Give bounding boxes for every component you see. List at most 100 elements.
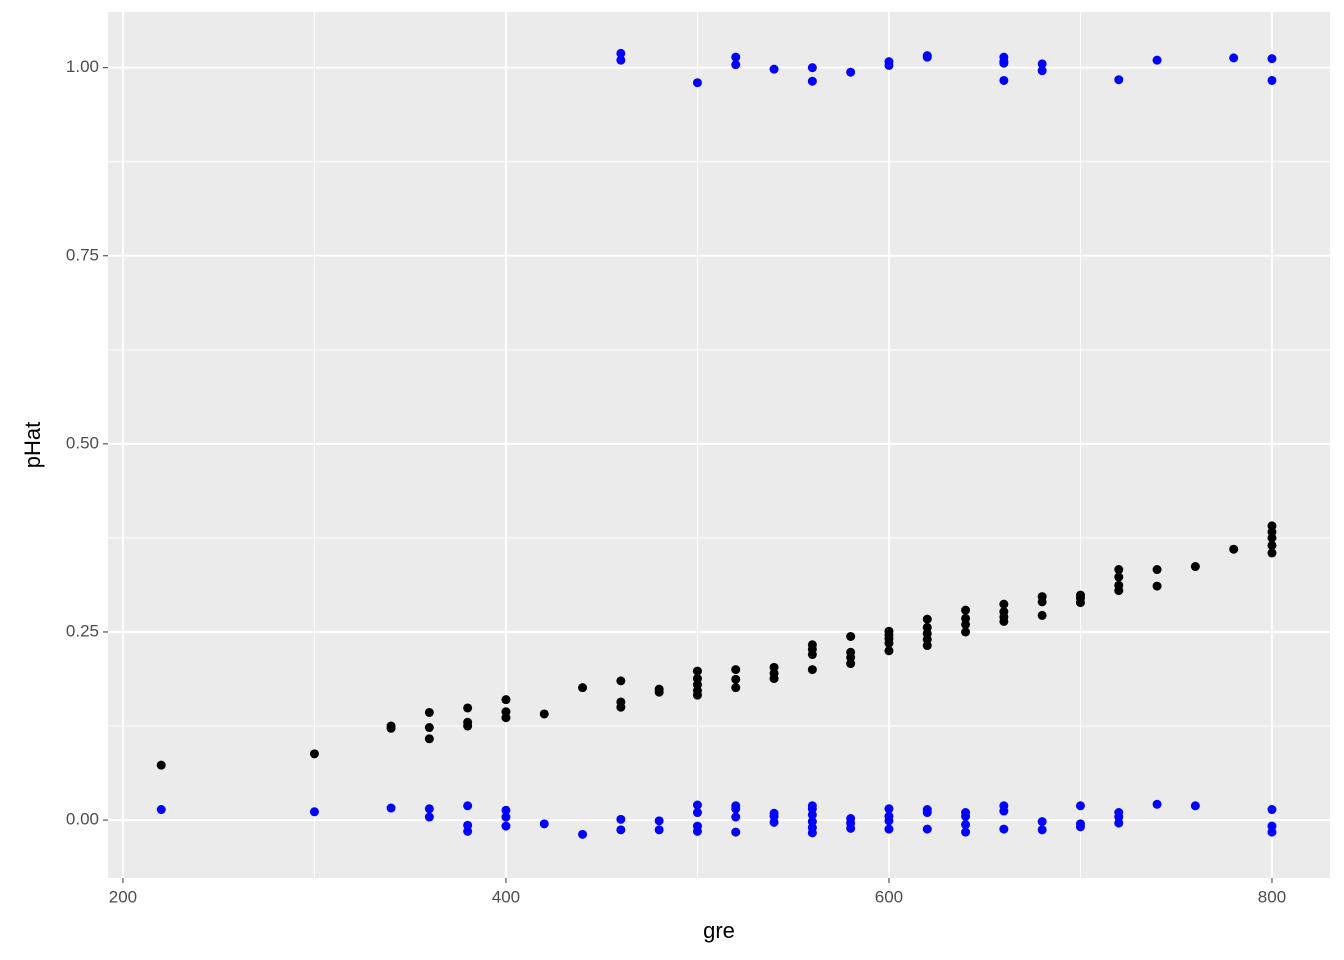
point — [463, 717, 473, 727]
point — [1190, 801, 1200, 811]
panel — [108, 12, 1330, 878]
point — [616, 55, 626, 65]
point — [539, 819, 549, 829]
point — [961, 627, 971, 637]
point — [884, 626, 894, 636]
point — [386, 803, 396, 813]
point — [501, 812, 511, 822]
point — [1190, 562, 1200, 572]
point — [463, 703, 473, 713]
point — [463, 801, 473, 811]
points — [156, 48, 1277, 839]
point — [501, 805, 511, 815]
point — [731, 60, 741, 70]
point — [922, 614, 932, 624]
y-axis-title: pHat — [20, 422, 45, 468]
point — [616, 676, 626, 686]
point — [1037, 592, 1047, 602]
y-tick-label: 0.50 — [66, 433, 99, 452]
point — [692, 666, 702, 676]
point — [846, 647, 856, 657]
point — [922, 824, 932, 834]
point — [769, 662, 779, 672]
point — [884, 824, 894, 834]
point — [1229, 53, 1239, 63]
point — [807, 810, 817, 820]
point — [1037, 66, 1047, 76]
point — [578, 829, 588, 839]
point — [692, 78, 702, 88]
point — [424, 707, 434, 717]
point — [1075, 590, 1085, 600]
point — [1037, 817, 1047, 827]
point — [999, 75, 1009, 85]
point — [386, 721, 396, 731]
point — [501, 821, 511, 831]
point — [501, 707, 511, 717]
point — [961, 811, 971, 821]
point — [1075, 822, 1085, 832]
point — [1114, 572, 1124, 582]
point — [807, 828, 817, 838]
x-tick-label: 600 — [875, 887, 903, 906]
point — [1114, 565, 1124, 575]
point — [1229, 544, 1239, 554]
point — [922, 808, 932, 818]
point — [884, 60, 894, 70]
x-axis-title: gre — [703, 918, 735, 943]
point — [769, 64, 779, 74]
point — [1037, 825, 1047, 835]
point — [1114, 818, 1124, 828]
point — [424, 723, 434, 733]
point — [616, 814, 626, 824]
point — [731, 827, 741, 837]
point — [424, 734, 434, 744]
point — [807, 640, 817, 650]
point — [731, 52, 741, 62]
point — [616, 697, 626, 707]
point — [1267, 540, 1277, 550]
point — [1114, 580, 1124, 590]
point — [1152, 581, 1162, 591]
point — [999, 599, 1009, 609]
point — [884, 816, 894, 826]
point — [616, 825, 626, 835]
x-tick-label: 800 — [1258, 887, 1286, 906]
point — [616, 48, 626, 58]
point — [1075, 801, 1085, 811]
point — [961, 613, 971, 623]
point — [654, 825, 664, 835]
x-tick-label: 200 — [109, 887, 137, 906]
point — [692, 674, 702, 684]
point — [961, 827, 971, 837]
point — [961, 605, 971, 615]
point — [156, 805, 166, 815]
point — [463, 826, 473, 836]
point — [807, 76, 817, 86]
point — [731, 674, 741, 684]
point — [884, 646, 894, 656]
point — [1152, 799, 1162, 809]
point — [846, 823, 856, 833]
point — [309, 749, 319, 759]
point — [539, 709, 549, 719]
point — [1152, 565, 1162, 575]
grid — [108, 12, 1330, 878]
y-tick-label: 1.00 — [66, 57, 99, 76]
point — [731, 665, 741, 675]
point — [1267, 805, 1277, 815]
point — [731, 804, 741, 814]
point — [1267, 521, 1277, 531]
point — [807, 63, 817, 73]
point — [424, 812, 434, 822]
point — [807, 665, 817, 675]
point — [731, 683, 741, 693]
point — [731, 812, 741, 822]
point — [1267, 548, 1277, 558]
x-tick-label: 400 — [492, 887, 520, 906]
point — [1267, 827, 1277, 837]
point — [654, 684, 664, 694]
point — [999, 58, 1009, 68]
